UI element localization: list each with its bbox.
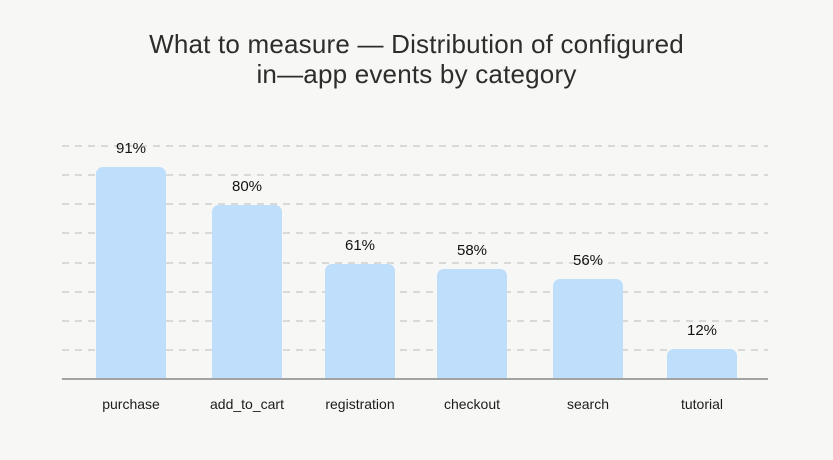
- bar-value-label: 56%: [572, 252, 604, 269]
- bar-group: 61% registration: [303, 145, 417, 412]
- bar: [212, 205, 282, 379]
- bar-value-label: 61%: [344, 237, 376, 254]
- gridline: [62, 232, 768, 235]
- bar-value-label: 91%: [115, 140, 147, 157]
- gridline: [62, 174, 768, 177]
- bar-value-label: 58%: [456, 242, 488, 259]
- category-label: add_to_cart: [210, 396, 284, 412]
- chart-title: What to measure — Distribution of config…: [149, 29, 684, 89]
- category-label: tutorial: [680, 396, 724, 412]
- category-label: search: [566, 396, 610, 412]
- category-label: purchase: [102, 396, 160, 412]
- gridline: [62, 203, 768, 206]
- gridline: [62, 261, 768, 264]
- category-label: registration: [325, 396, 395, 412]
- bar: [96, 167, 166, 379]
- gridline: [62, 145, 768, 147]
- bar-group: 58% checkout: [415, 145, 529, 412]
- bar-value-label: 80%: [231, 178, 263, 195]
- gridline: [62, 319, 768, 322]
- plot-area: 91% purchase 80% add_to_cart 61% registr…: [62, 140, 768, 412]
- bar-value-label: 12%: [686, 322, 718, 339]
- gridlines-layer: [62, 145, 768, 379]
- bar-group: 80% add_to_cart: [190, 145, 304, 412]
- category-label: checkout: [443, 396, 501, 412]
- bar: [667, 349, 737, 379]
- bar-group: 12% tutorial: [645, 145, 759, 412]
- bar: [437, 269, 507, 379]
- bar-group: 91% purchase: [74, 140, 188, 412]
- bars-layer: 91% purchase 80% add_to_cart 61% registr…: [62, 140, 768, 412]
- bar: [325, 264, 395, 379]
- bar: [553, 279, 623, 379]
- gridline: [62, 290, 768, 293]
- x-axis-line: [62, 378, 768, 380]
- bar-group: 56% search: [531, 145, 645, 412]
- gridline: [62, 348, 768, 351]
